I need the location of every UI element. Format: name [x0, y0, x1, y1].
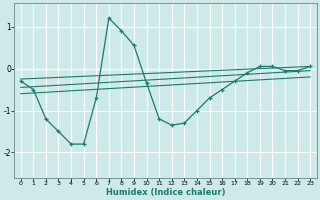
X-axis label: Humidex (Indice chaleur): Humidex (Indice chaleur)	[106, 188, 225, 197]
